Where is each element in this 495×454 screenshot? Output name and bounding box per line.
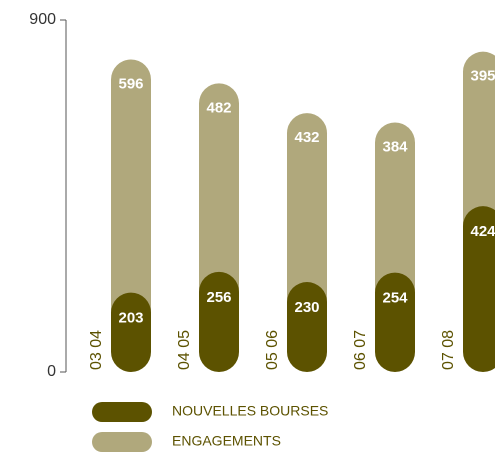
x-tick-label: 05 06	[264, 330, 281, 370]
legend-swatch	[92, 432, 152, 452]
bar	[375, 272, 415, 372]
y-tick-label: 900	[29, 11, 56, 28]
bar	[375, 122, 415, 313]
bar	[199, 83, 239, 312]
bar	[287, 282, 327, 372]
data-label: 596	[118, 75, 143, 92]
legend-swatch	[92, 402, 152, 422]
bar	[199, 271, 239, 372]
data-label: 230	[294, 299, 319, 316]
legend-label: ENGAGEMENTS	[172, 433, 281, 449]
data-label: 395	[470, 68, 495, 85]
x-tick-label: 07 08	[440, 330, 457, 370]
bar	[111, 59, 151, 333]
x-tick-label: 04 05	[176, 330, 193, 370]
data-label: 424	[470, 223, 495, 240]
data-label: 384	[382, 138, 408, 155]
bar	[111, 292, 151, 372]
data-label: 254	[382, 290, 408, 307]
data-label: 203	[118, 310, 143, 327]
bar	[287, 113, 327, 323]
data-label: 256	[206, 289, 231, 306]
data-label: 432	[294, 129, 319, 146]
x-tick-label: 03 04	[88, 330, 105, 370]
x-tick-label: 06 07	[352, 330, 369, 370]
legend-label: NOUVELLES BOURSES	[172, 403, 328, 419]
bar	[463, 206, 495, 372]
y-tick-label: 0	[47, 363, 56, 380]
bar	[463, 51, 495, 247]
data-label: 482	[206, 99, 231, 116]
